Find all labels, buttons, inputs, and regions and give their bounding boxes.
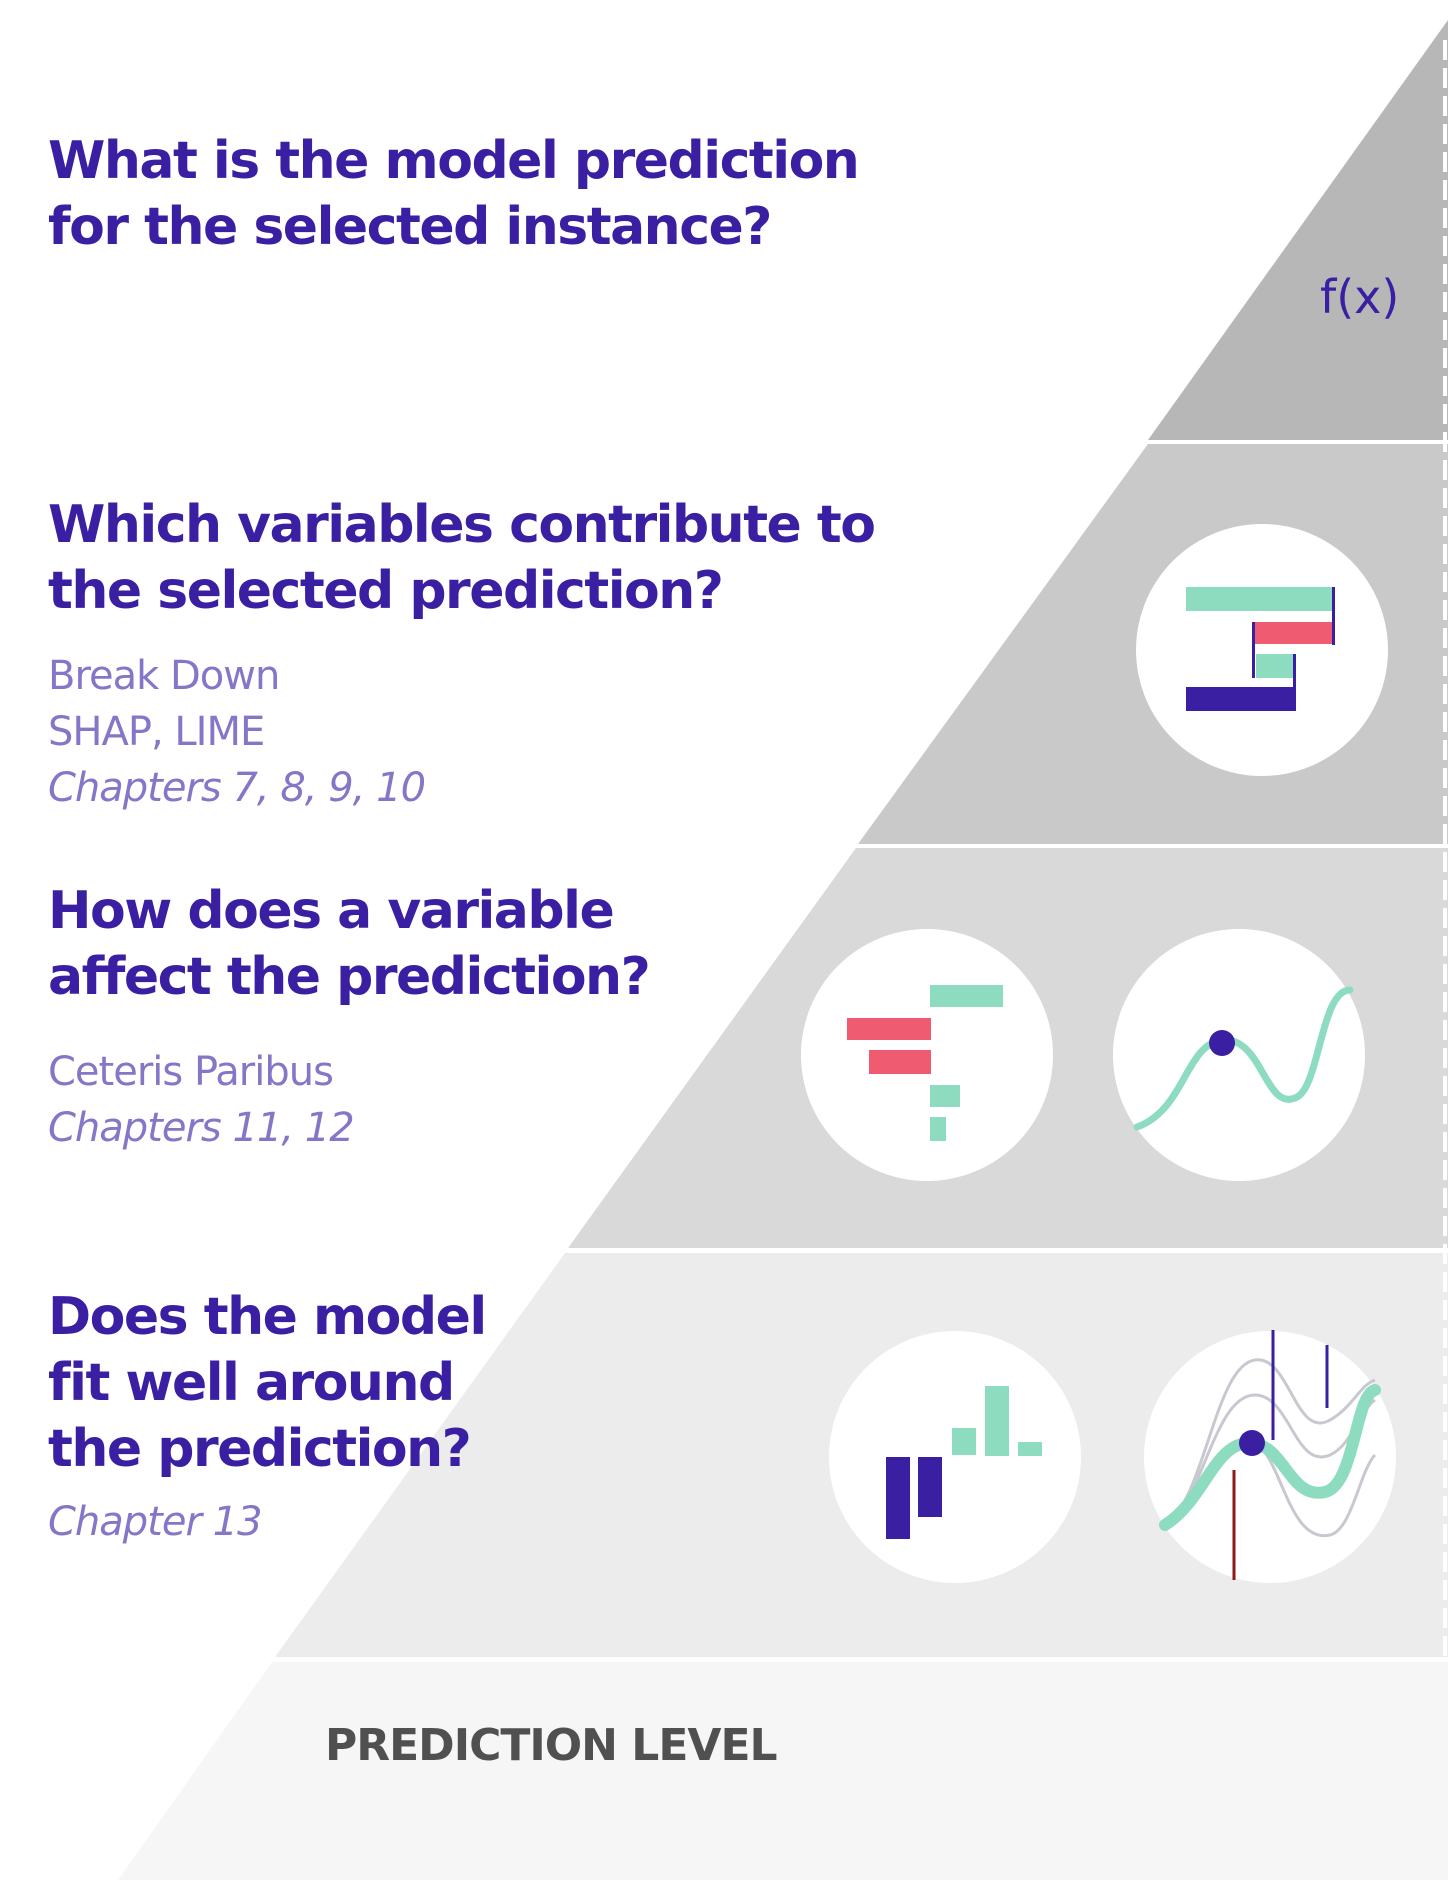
- question-line: Which variables contribute to: [48, 495, 876, 555]
- break-down-plot-icon: [1136, 524, 1388, 776]
- question-line: the prediction?: [48, 1419, 472, 1479]
- chapter-reference: Chapters 7, 8, 9, 10: [48, 765, 426, 811]
- question-variable-contribution: Which variables contribute to the select…: [48, 492, 876, 624]
- method-label: Ceteris Paribus: [48, 1049, 334, 1095]
- prediction-level-label: PREDICTION LEVEL: [325, 1720, 778, 1771]
- method-label: Break Down: [48, 653, 280, 699]
- chapter-reference: Chapter 13: [48, 1499, 263, 1545]
- question-model-prediction: What is the model prediction for the sel…: [48, 128, 860, 260]
- question-line: How does a variable: [48, 881, 615, 941]
- residuals-histogram-icon: [829, 1331, 1081, 1583]
- methods-variable-effect: Ceteris Paribus Chapters 11, 12: [48, 1044, 355, 1156]
- method-label: SHAP, LIME: [48, 709, 265, 755]
- question-line: Does the model: [48, 1287, 487, 1347]
- question-line: for the selected instance?: [48, 197, 772, 257]
- chapter-reference: Chapters 11, 12: [48, 1105, 355, 1151]
- question-line: the selected prediction?: [48, 561, 724, 621]
- methods-variable-contribution: Break Down SHAP, LIME Chapters 7, 8, 9, …: [48, 648, 426, 816]
- local-fit-profiles-icon: [1144, 1330, 1396, 1583]
- question-variable-effect: How does a variable affect the predictio…: [48, 878, 651, 1010]
- model-function-symbol: f(x): [1320, 270, 1400, 324]
- pyramid-tier-5: [118, 1662, 1448, 1880]
- question-model-fit: Does the model fit well around the predi…: [48, 1284, 487, 1482]
- methods-model-fit: Chapter 13: [48, 1494, 263, 1550]
- question-line: fit well around: [48, 1353, 455, 1413]
- question-line: affect the prediction?: [48, 947, 651, 1007]
- ceteris-paribus-profile-icon: [1113, 929, 1365, 1181]
- question-line: What is the model prediction: [48, 131, 860, 191]
- pyramid-tier-1: [1148, 20, 1448, 440]
- cp-oscillations-bars-icon: [801, 929, 1053, 1181]
